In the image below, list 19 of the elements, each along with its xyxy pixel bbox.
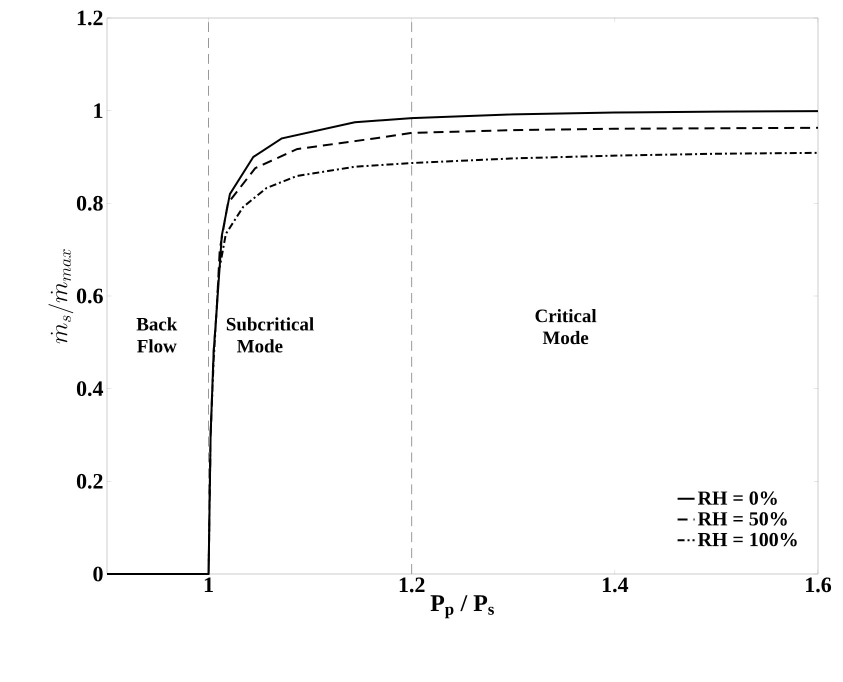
legend-label: RH = 0%: [698, 491, 777, 505]
y-tick-label: 0.4: [76, 381, 104, 396]
legend-label: RH = 50%: [698, 512, 787, 526]
y-tick-label: 1: [94, 103, 102, 118]
x-tick-label: 1.6: [806, 578, 832, 592]
y-tick-label: 0.8: [76, 196, 103, 211]
x-tick-label: 1.4: [602, 578, 628, 592]
y-tick-label: 0.6: [76, 288, 103, 304]
annotation: Subcritical Mode: [226, 317, 314, 353]
y-tick-label: 1.2: [78, 10, 103, 26]
annotation: Back Flow: [136, 317, 178, 353]
y-tick-label: 0: [93, 566, 103, 582]
x-axis-title: P$_{p}$ / P$_{s}$: [430, 595, 494, 618]
annotation: Critical Mode: [536, 308, 596, 344]
y-axis-title: $\dot{m}_s/\dot{m}_{max}$: [48, 249, 74, 344]
y-tick-label: 0.2: [76, 474, 103, 489]
x-tick-label: 1: [204, 578, 213, 592]
legend-label: RH = 100%: [698, 532, 797, 546]
x-tick-label: 1.2: [400, 578, 424, 592]
